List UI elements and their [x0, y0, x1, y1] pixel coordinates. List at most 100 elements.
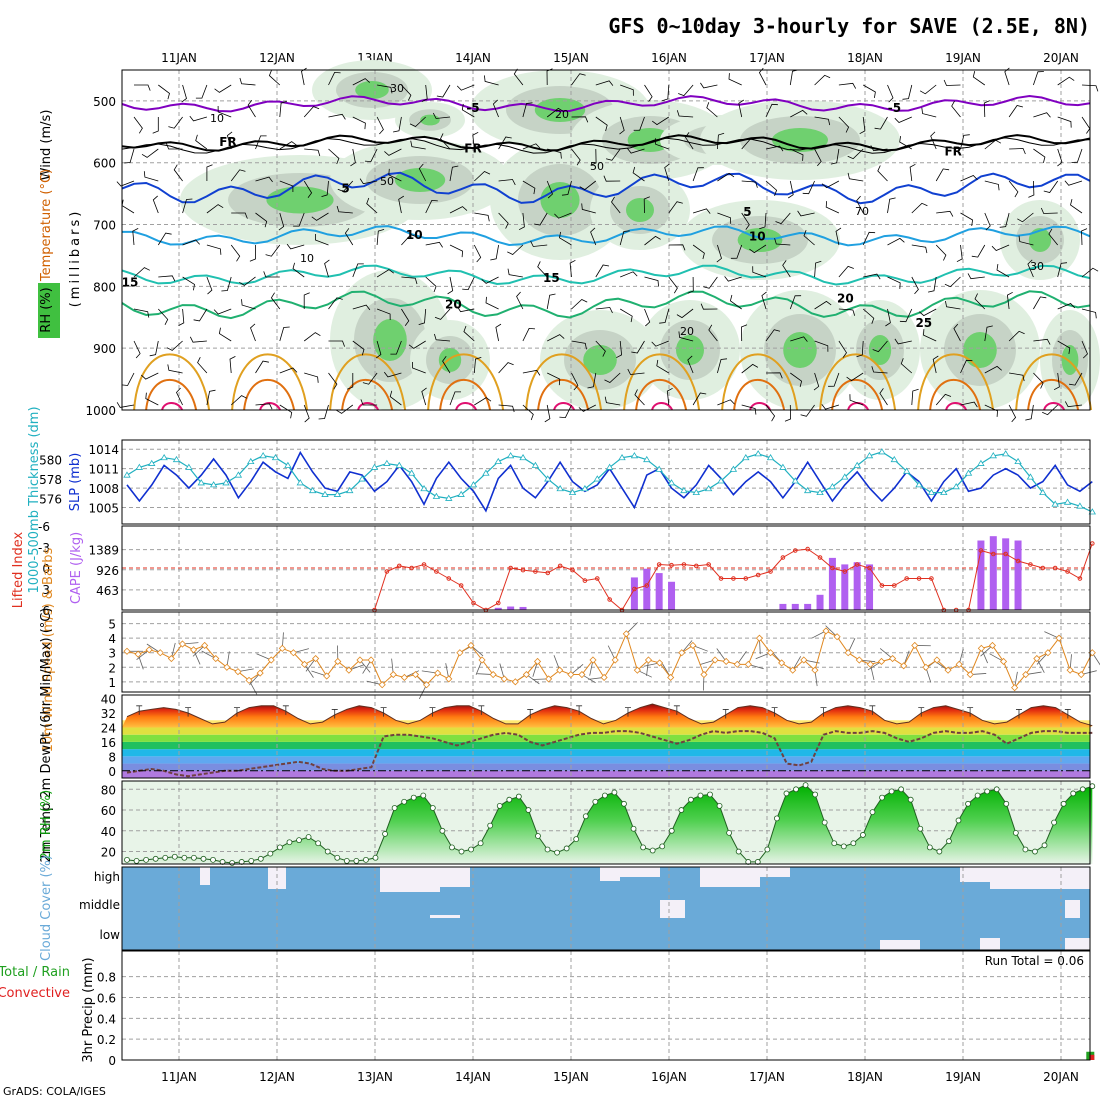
- thickness-point: [234, 471, 243, 478]
- wind-speed-point: [933, 656, 941, 664]
- thickness-point: [556, 484, 564, 492]
- temp-minmax-bar: [1064, 709, 1071, 719]
- thickness-point: [469, 481, 478, 488]
- wind-barb: [136, 649, 150, 660]
- wind-barb: [474, 212, 490, 222]
- wind-barb: [590, 148, 597, 166]
- lifted-index-point: [792, 548, 798, 553]
- rh2m-point: [420, 792, 427, 799]
- wind-barb: [534, 212, 548, 226]
- wind-barb: [490, 244, 499, 261]
- wind-barb: [604, 396, 621, 406]
- thickness-point: [259, 452, 267, 459]
- wind-barb: [928, 276, 937, 293]
- lifted-index-point: [409, 565, 414, 571]
- wind-barb: [619, 230, 630, 246]
- wind-barb: [352, 78, 370, 86]
- li-tick-label: 3: [42, 583, 50, 597]
- thickness-point: [655, 465, 663, 472]
- wind-barb: [473, 357, 482, 374]
- wind-barb: [376, 269, 395, 278]
- rh2m-point: [1051, 819, 1057, 826]
- wind-speed-point: [789, 666, 797, 674]
- rh2m-point: [802, 782, 809, 789]
- thickness-point: [643, 455, 651, 463]
- wind-barb: [230, 244, 241, 262]
- wind-barb: [1057, 303, 1076, 310]
- rh2m-point: [334, 854, 341, 861]
- wind-barb: [434, 308, 451, 320]
- rh-contour-label: 30: [390, 82, 404, 95]
- rh2m-axis-title: 2m RH (%): [39, 790, 54, 861]
- temp-minmax-bar: [429, 707, 436, 717]
- wind-speed-point: [678, 649, 686, 657]
- upper-air-panel: 500 600 700 800 900 1000 -5 -5 FR FR FR 5 5 10 10 15 15 2…: [38, 60, 1100, 423]
- temp-minmax-bar: [380, 707, 387, 717]
- wind-barb: [547, 148, 562, 159]
- surface-isotherm: [1043, 402, 1066, 411]
- rh2m-point: [372, 854, 379, 861]
- cape-bar: [816, 594, 824, 610]
- wind-barb: [522, 102, 533, 118]
- lifted-index-point: [1065, 569, 1070, 574]
- wind-barb: [800, 404, 815, 417]
- wind-barb: [1043, 180, 1059, 193]
- wind-speed-point: [833, 633, 841, 641]
- thickness-point: [135, 463, 144, 470]
- wind-barb: [1008, 330, 1025, 342]
- wind-barb: [449, 165, 459, 182]
- rh2m-point: [601, 792, 608, 799]
- thickness-point: [420, 484, 428, 492]
- cape-lifted-index-panel: -6 -3 0 3 6 463 926 1389: [38, 520, 1095, 618]
- wind-barb: [814, 300, 832, 310]
- rh2m-point: [697, 792, 704, 799]
- wind-barb: [571, 372, 579, 391]
- date-tick-label: 20JAN: [1043, 1070, 1079, 1084]
- lifted-index-point: [421, 562, 427, 567]
- wind-barb: [249, 245, 256, 262]
- wind-barb: [1008, 404, 1017, 423]
- wind-speed-point: [589, 656, 597, 664]
- surface-isotherm: [831, 379, 884, 411]
- wind-barb: [498, 212, 509, 229]
- cape-bar: [804, 603, 812, 610]
- wind-barb: [935, 393, 952, 406]
- wind-barb: [409, 116, 426, 127]
- rh-shade: [540, 182, 580, 218]
- wind-barb: [802, 180, 815, 195]
- wind-speed-point: [667, 673, 675, 682]
- wind-barb: [559, 231, 572, 246]
- wind-barb: [849, 394, 864, 406]
- rh2m-tick-label: 40: [101, 825, 116, 839]
- rh2m-point: [926, 844, 933, 851]
- wind-barb: [401, 276, 418, 285]
- cloud-gap: [700, 867, 760, 887]
- thickness-point: [1001, 450, 1010, 457]
- wind-barb: [956, 244, 963, 263]
- thickness-point: [865, 452, 874, 459]
- thickness-point: [1014, 457, 1022, 465]
- run-total-annotation: Run Total = 0.06: [985, 954, 1084, 968]
- thickness-point: [630, 452, 639, 459]
- wind-barb: [304, 664, 314, 678]
- slp-axis-title: SLP (mb): [68, 453, 83, 512]
- wind-barb: [247, 100, 256, 118]
- wind-barb: [765, 103, 778, 118]
- wind-barb: [336, 205, 353, 214]
- wind-barb: [229, 356, 236, 374]
- lifted-index-point: [743, 576, 749, 581]
- wind-barb: [741, 137, 757, 150]
- wind-barb: [919, 84, 937, 95]
- isotherm-label: 5: [743, 205, 751, 219]
- wind-speed-point: [145, 646, 153, 654]
- wind-barb: [678, 331, 694, 342]
- rh2m-point: [640, 844, 647, 851]
- wind-barb: [775, 212, 791, 225]
- wind-barb: [953, 323, 961, 342]
- wind-barb: [456, 84, 475, 91]
- wind-barb: [1081, 267, 1099, 278]
- wind-barb: [442, 356, 451, 374]
- wind-barb: [116, 402, 135, 408]
- wind-barb: [522, 404, 534, 421]
- wind-barb: [813, 372, 820, 391]
